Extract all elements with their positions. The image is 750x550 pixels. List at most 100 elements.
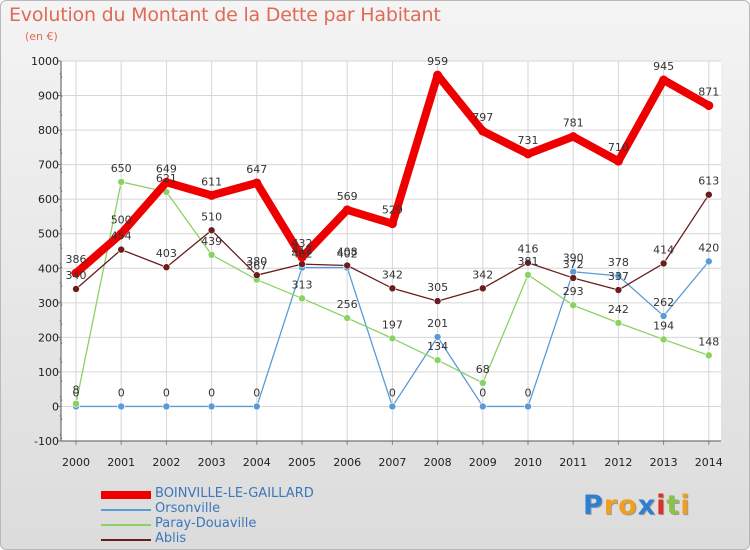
data-point bbox=[478, 126, 488, 136]
data-point bbox=[252, 178, 262, 188]
legend-label: Ablis bbox=[155, 531, 187, 546]
data-point bbox=[388, 284, 397, 293]
series-layer bbox=[71, 70, 714, 411]
data-point bbox=[207, 251, 216, 259]
plot-area bbox=[61, 61, 721, 441]
data-label: 403 bbox=[156, 247, 177, 260]
logo-letter: x bbox=[637, 490, 657, 521]
y-tick-label: 700 bbox=[38, 159, 59, 172]
x-tick-label: 2010 bbox=[514, 456, 542, 469]
data-point bbox=[478, 284, 487, 293]
data-label: 305 bbox=[427, 281, 448, 294]
data-point bbox=[433, 297, 442, 305]
x-tick-label: 2000 bbox=[62, 456, 90, 469]
data-label: 649 bbox=[156, 162, 177, 175]
data-label: 0 bbox=[253, 386, 260, 399]
logo-letter: i bbox=[680, 490, 691, 521]
data-point bbox=[117, 245, 125, 254]
data-label: 197 bbox=[382, 318, 403, 331]
y-tick-label: 200 bbox=[38, 331, 59, 344]
logo-letter: t bbox=[666, 490, 681, 521]
logo-letter: i bbox=[656, 490, 667, 521]
data-label: 402 bbox=[292, 248, 313, 261]
y-tick-label: 600 bbox=[38, 193, 59, 206]
x-tick-label: 2001 bbox=[107, 456, 135, 469]
x-tick-label: 2011 bbox=[559, 456, 587, 469]
data-point bbox=[117, 178, 125, 186]
data-label: 256 bbox=[337, 298, 358, 311]
data-point bbox=[117, 402, 125, 411]
data-label: 529 bbox=[382, 204, 403, 217]
data-label: 797 bbox=[472, 111, 493, 124]
data-label: 262 bbox=[653, 296, 674, 309]
data-label: 8 bbox=[73, 384, 80, 397]
data-point bbox=[207, 226, 216, 235]
legend-label: BOINVILLE-LE-GAILLARD bbox=[155, 486, 314, 501]
data-label: 372 bbox=[563, 258, 584, 271]
y-tick-label: 0 bbox=[52, 400, 59, 413]
axes: -100010020030040050060070080090010002000… bbox=[31, 55, 723, 469]
data-point bbox=[524, 402, 532, 411]
data-point bbox=[659, 312, 668, 320]
legend-label: Orsonville bbox=[155, 501, 221, 516]
x-tick-label: 2008 bbox=[424, 456, 452, 469]
data-label: 313 bbox=[292, 278, 313, 291]
x-tick-label: 2002 bbox=[152, 456, 180, 469]
data-label: 500 bbox=[111, 214, 132, 227]
data-label: 367 bbox=[246, 260, 267, 273]
x-tick-label: 2007 bbox=[378, 456, 406, 469]
data-point bbox=[524, 271, 532, 279]
data-point bbox=[343, 314, 352, 322]
data-point bbox=[704, 101, 714, 111]
data-point bbox=[207, 402, 216, 411]
data-label: 340 bbox=[66, 269, 87, 282]
x-tick-label: 2004 bbox=[243, 456, 271, 469]
data-label: 710 bbox=[608, 141, 629, 154]
data-label: 134 bbox=[427, 340, 448, 353]
data-label: 454 bbox=[111, 230, 132, 243]
x-tick-label: 2005 bbox=[288, 456, 316, 469]
y-tick-label: 800 bbox=[38, 124, 59, 137]
data-point bbox=[388, 334, 397, 343]
data-label: 945 bbox=[653, 60, 674, 73]
data-point bbox=[116, 229, 126, 239]
data-point bbox=[614, 319, 623, 327]
data-point bbox=[523, 149, 533, 159]
data-label: 621 bbox=[156, 172, 177, 185]
data-point bbox=[613, 156, 623, 166]
logo-letter: r bbox=[603, 490, 619, 521]
data-point bbox=[659, 335, 668, 344]
data-point bbox=[704, 190, 713, 199]
data-point bbox=[614, 272, 623, 280]
data-point bbox=[568, 132, 578, 142]
x-tick-label: 2014 bbox=[695, 456, 723, 469]
proxiti-logo: Proxiti bbox=[583, 490, 691, 521]
data-label: 731 bbox=[518, 134, 539, 147]
chart-title: Evolution du Montant de la Dette par Hab… bbox=[9, 4, 441, 26]
data-label: 148 bbox=[698, 335, 719, 348]
data-point bbox=[72, 399, 80, 408]
data-point bbox=[253, 271, 261, 279]
data-label: 0 bbox=[525, 386, 532, 399]
data-label: 337 bbox=[608, 270, 629, 283]
data-point bbox=[253, 402, 261, 411]
data-point bbox=[388, 402, 397, 411]
data-labels: 386 500 649 611 647 432 569 529 959 797 731 781 710 9… bbox=[66, 55, 720, 399]
data-label: 408 bbox=[337, 246, 358, 259]
data-label: 412 bbox=[292, 244, 313, 257]
data-label: 0 bbox=[73, 386, 80, 399]
data-point bbox=[298, 294, 306, 303]
data-label: 420 bbox=[698, 241, 719, 254]
data-point bbox=[569, 301, 578, 310]
data-label: 0 bbox=[479, 386, 486, 399]
y-tick-label: 300 bbox=[38, 297, 59, 310]
data-point bbox=[659, 75, 669, 85]
data-label: 242 bbox=[608, 303, 629, 316]
data-point bbox=[433, 356, 442, 364]
data-point bbox=[433, 70, 443, 80]
y-tick-label: -100 bbox=[34, 435, 59, 448]
logo-letter: o bbox=[618, 490, 638, 521]
x-tick-label: 2009 bbox=[469, 456, 497, 469]
